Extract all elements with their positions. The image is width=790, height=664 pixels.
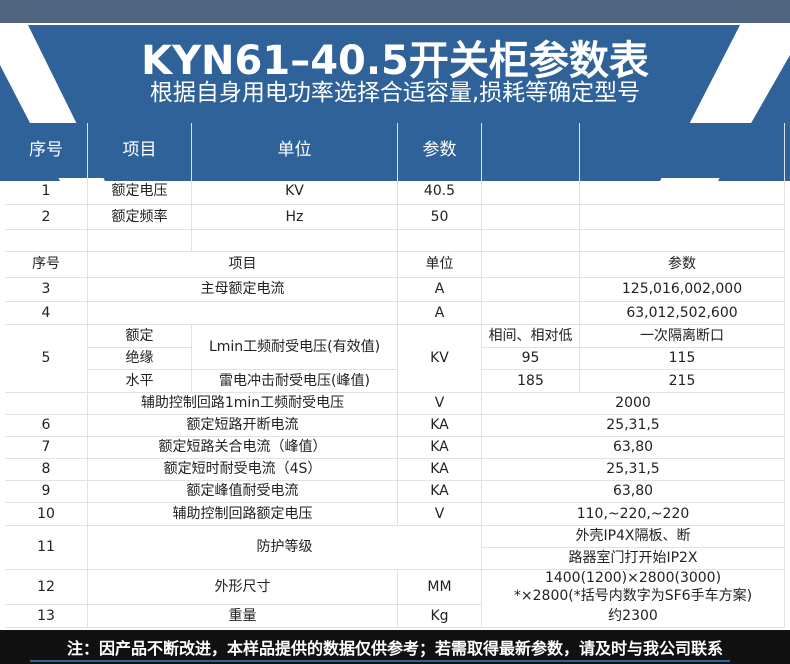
- cell-r8-value: 25,31,5: [482, 459, 785, 481]
- cell-r5-a1: 95: [482, 348, 580, 370]
- cell-r1-value: 40.5: [398, 178, 482, 205]
- cell-r2-value: 50: [398, 205, 482, 230]
- cell-r8-seq: 8: [5, 459, 88, 481]
- cell-r5-unit: KV: [398, 325, 482, 393]
- cell-r12-item: 外形尺寸: [88, 570, 398, 605]
- empty-cell: [482, 205, 580, 230]
- cell-r11-value1: 外壳IP4X隔板、断: [482, 526, 785, 548]
- cell-header-param: 参数: [398, 123, 482, 178]
- page-subtitle: 根据自身用电功率选择合适容量,损耗等确定型号: [149, 80, 641, 106]
- cell-r7-unit: KA: [398, 437, 482, 459]
- empty-cell: [398, 230, 482, 252]
- cell-header-unit: 单位: [192, 123, 398, 178]
- cell-r10-seq: 10: [5, 503, 88, 526]
- cell-r10-value: 110,~220,~220: [482, 503, 785, 526]
- cell-r5-item-a: Lmin工频耐受电压(有效值): [192, 325, 398, 370]
- cell-r12-unit: MM: [398, 570, 482, 605]
- cell-sub-seq: 序号: [5, 252, 88, 278]
- cell-r13-item: 重量: [88, 605, 398, 628]
- cell-r6-item: 额定短路开断电流: [88, 415, 398, 437]
- cell-r12-value1: 1400(1200)×2800(3000): [482, 570, 785, 587]
- empty-cell: [482, 178, 580, 205]
- top-bar: [0, 0, 790, 23]
- empty-cell: [192, 230, 398, 252]
- cell-r5-b2: 215: [580, 370, 785, 393]
- empty-cell: [5, 393, 88, 415]
- page-title: KYN61–40.5开关柜参数表: [141, 38, 649, 84]
- cell-r13-unit: Kg: [398, 605, 482, 628]
- cell-r2-unit: Hz: [192, 205, 398, 230]
- empty-cell: [482, 230, 580, 252]
- cell-r8-unit: KA: [398, 459, 482, 481]
- empty-cell: [580, 205, 785, 230]
- cell-r5-g3: 水平: [88, 370, 192, 393]
- cell-r6-value: 25,31,5: [482, 415, 785, 437]
- cell-r5-item-b: 雷电冲击耐受电压(峰值): [192, 370, 398, 393]
- cell-r1-unit: KV: [192, 178, 398, 205]
- empty-cell: [580, 178, 785, 205]
- empty-cell: [5, 230, 88, 252]
- cell-r5-b1: 185: [482, 370, 580, 393]
- cell-r3-seq: 3: [5, 278, 88, 302]
- cell-r4-value: 63,012,502,600: [580, 302, 785, 325]
- cell-r2-seq: 2: [5, 205, 88, 230]
- cell-r5-g1: 额定: [88, 325, 192, 348]
- empty-cell: [580, 123, 785, 178]
- cell-sub-unit: 单位: [398, 252, 482, 278]
- cell-r5-a2: 115: [580, 348, 785, 370]
- cell-r5-h2: 一次隔离断口: [580, 325, 785, 348]
- cell-r4-seq: 4: [5, 302, 88, 325]
- cell-r3-value: 125,016,002,000: [580, 278, 785, 302]
- cell-r6-seq: 6: [5, 415, 88, 437]
- footer-line: [30, 660, 730, 662]
- cell-aux-item: 辅助控制回路1min工频耐受电压: [88, 393, 398, 415]
- cell-r5-g2: 绝缘: [88, 348, 192, 370]
- cell-header-item: 项目: [88, 123, 192, 178]
- empty-cell: [482, 278, 580, 302]
- cell-r7-seq: 7: [5, 437, 88, 459]
- cell-r11-item: 防护等级: [88, 526, 482, 570]
- footer-note: 注：因产品不断改进，本样品提供的数据仅供参考；若需取得最新参数，请及时与我公司联…: [0, 630, 790, 664]
- cell-r1-item: 额定电压: [88, 178, 192, 205]
- cell-aux-value: 2000: [482, 393, 785, 415]
- cell-r5-seq: 5: [5, 325, 88, 393]
- cell-r4-unit: A: [398, 302, 482, 325]
- cell-r4-item: [88, 302, 398, 325]
- cell-r13-seq: 13: [5, 605, 88, 628]
- cell-r11-value2: 路器室门打开始IP2X: [482, 548, 785, 570]
- cell-r3-unit: A: [398, 278, 482, 302]
- cell-r12-value2: *×2800(*括号内数字为SF6手车方案): [482, 587, 785, 605]
- cell-r2-item: 额定频率: [88, 205, 192, 230]
- cell-r9-value: 63,80: [482, 481, 785, 503]
- cell-r3-item: 主母额定电流: [88, 278, 398, 302]
- empty-cell: [482, 123, 580, 178]
- cell-r12-seq: 12: [5, 570, 88, 605]
- cell-r13-value: 约2300: [482, 605, 785, 628]
- cell-r6-unit: KA: [398, 415, 482, 437]
- cell-r9-seq: 9: [5, 481, 88, 503]
- cell-r8-item: 额定短时耐受电流（4S）: [88, 459, 398, 481]
- cell-r11-seq: 11: [5, 526, 88, 570]
- cell-sub-item: 项目: [88, 252, 398, 278]
- cell-r7-item: 额定短路关合电流（峰值）: [88, 437, 398, 459]
- cell-r9-unit: KA: [398, 481, 482, 503]
- cell-r5-h1: 相间、相对低: [482, 325, 580, 348]
- cell-header-seq: 序号: [5, 123, 88, 178]
- empty-cell: [88, 230, 192, 252]
- cell-r10-item: 辅助控制回路额定电压: [88, 503, 398, 526]
- empty-cell: [580, 230, 785, 252]
- cell-aux-unit: V: [398, 393, 482, 415]
- cell-r10-unit: V: [398, 503, 482, 526]
- cell-r9-item: 额定峰值耐受电流: [88, 481, 398, 503]
- cell-sub-param: 参数: [580, 252, 785, 278]
- cell-r7-value: 63,80: [482, 437, 785, 459]
- cell-r1-seq: 1: [5, 178, 88, 205]
- empty-cell: [482, 302, 580, 325]
- empty-cell: [482, 252, 580, 278]
